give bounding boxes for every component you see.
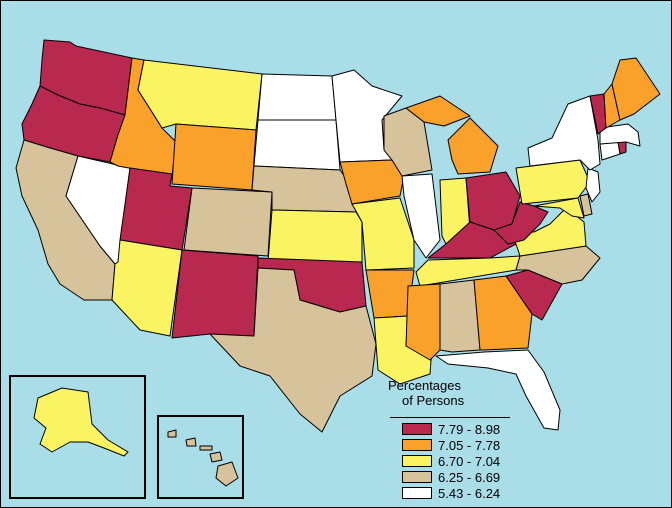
legend-swatch-class-3 xyxy=(402,455,432,467)
state-virginia xyxy=(507,207,587,257)
state-delaware xyxy=(579,193,593,217)
state-hawaii-kauai xyxy=(167,429,177,438)
legend-item-class-2: 7.05 - 7.78 xyxy=(402,437,501,453)
state-new-jersey xyxy=(585,167,601,203)
state-maine xyxy=(611,57,661,121)
state-north-dakota xyxy=(257,73,337,121)
state-massachusetts xyxy=(599,123,641,147)
state-pennsylvania xyxy=(515,159,591,205)
legend-swatch-class-4 xyxy=(402,471,432,483)
state-iowa xyxy=(339,159,405,205)
legend-swatch-class-5 xyxy=(402,487,432,499)
state-illinois xyxy=(401,173,441,259)
state-arizona xyxy=(111,239,183,337)
state-alaska xyxy=(33,387,129,457)
legend-label-class-1: 7.79 - 8.98 xyxy=(438,421,501,437)
legend-subtitle: of Persons xyxy=(402,393,465,408)
legend-item-class-5: 5.43 - 6.24 xyxy=(402,485,501,501)
state-hawaii-big-island xyxy=(215,461,239,487)
legend-swatch-class-2 xyxy=(402,439,432,451)
state-missouri xyxy=(351,197,415,271)
state-ohio xyxy=(465,171,521,231)
legend-swatch-class-1 xyxy=(402,423,432,435)
state-south-carolina xyxy=(505,269,563,321)
state-minnesota xyxy=(331,69,403,163)
state-south-dakota xyxy=(253,119,341,171)
legend-divider xyxy=(390,417,510,418)
legend-label-class-3: 6.70 - 7.04 xyxy=(438,453,501,469)
state-hawaii-oahu xyxy=(185,437,197,447)
state-new-mexico xyxy=(171,249,259,339)
state-west-virginia xyxy=(493,201,549,245)
state-maryland xyxy=(533,197,585,219)
state-montana xyxy=(137,59,263,131)
state-florida xyxy=(435,349,561,431)
state-hawaii-maui xyxy=(209,451,223,463)
hawaii-islands xyxy=(167,429,239,487)
state-new-york xyxy=(527,95,601,171)
state-hawaii-molokai xyxy=(199,445,213,451)
state-alabama xyxy=(439,279,481,353)
legend-label-class-4: 6.25 - 6.69 xyxy=(438,469,501,485)
state-wyoming xyxy=(171,123,257,191)
legend-label-class-5: 5.43 - 6.24 xyxy=(438,485,501,501)
legend-item-class-1: 7.79 - 8.98 xyxy=(402,421,501,437)
state-colorado xyxy=(183,187,273,257)
state-connecticut xyxy=(599,141,621,161)
state-michigan xyxy=(405,95,499,175)
legend-title: Percentages xyxy=(388,378,461,393)
state-rhode-island xyxy=(617,141,627,155)
state-texas xyxy=(209,267,377,433)
state-mississippi xyxy=(405,283,441,361)
legend-label-class-2: 7.05 - 7.78 xyxy=(438,437,501,453)
hawaii-inset-frame xyxy=(157,415,244,499)
state-kansas xyxy=(267,209,363,265)
legend-item-class-3: 6.70 - 7.04 xyxy=(402,453,501,469)
legend-item-class-4: 6.25 - 6.69 xyxy=(402,469,501,485)
